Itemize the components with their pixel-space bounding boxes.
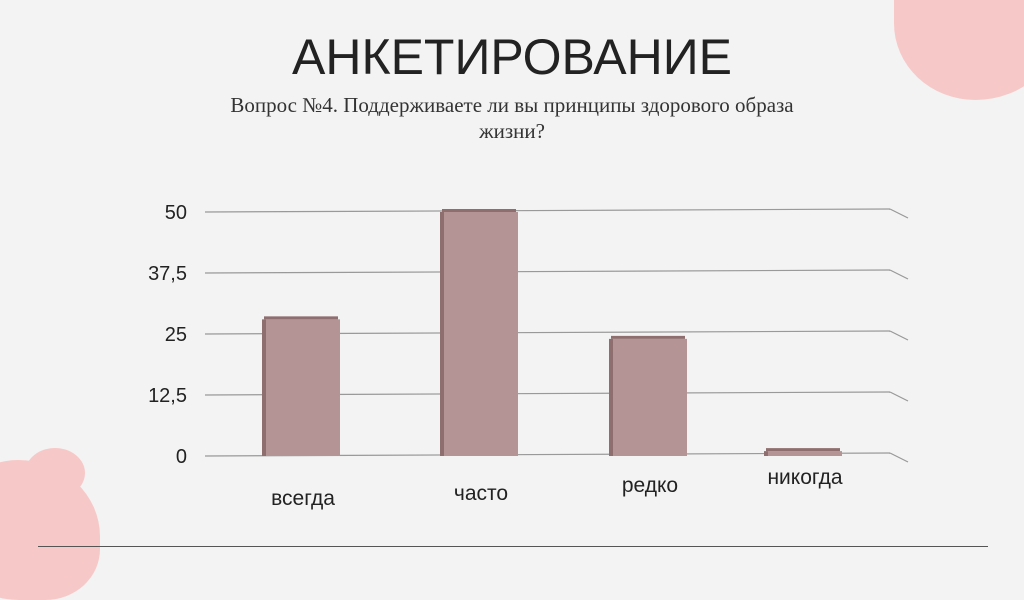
bar: [613, 338, 687, 456]
bar: [266, 319, 340, 456]
x-tick-label: никогда: [767, 466, 842, 489]
bar-side: [440, 212, 444, 456]
x-tick-label: всегда: [271, 487, 335, 510]
decor-blob-bottom-left-small: [25, 448, 85, 498]
bar-top: [766, 448, 840, 452]
x-tick-label: редко: [622, 474, 678, 497]
bar: [768, 451, 842, 456]
bar-side: [764, 451, 768, 456]
divider-line: [38, 546, 988, 547]
y-tick-label: 37,5: [148, 263, 187, 285]
gridline-depth: [889, 391, 909, 402]
y-tick-label: 25: [165, 324, 187, 346]
y-tick-label: 50: [165, 202, 187, 224]
bar: [444, 212, 518, 456]
gridline: [204, 269, 891, 274]
slide-subtitle: Вопрос №4. Поддерживаете ли вы принципы …: [230, 93, 794, 143]
bar-chart: 0 12,5 25 37,5 50 всегда часто редко никогда: [148, 202, 909, 510]
bar-top: [442, 209, 516, 212]
gridline-depth: [889, 452, 909, 463]
gridline-depth: [889, 208, 909, 219]
x-tick-label: часто: [454, 482, 508, 505]
y-tick-label: 12,5: [148, 385, 187, 407]
y-tick-label: 0: [176, 446, 187, 468]
bar-top: [611, 335, 685, 339]
bar-side: [609, 338, 613, 456]
bar-side: [262, 319, 266, 456]
slide-title: АНКЕТИРОВАНИЕ: [292, 29, 732, 85]
gridline: [204, 208, 891, 213]
gridline-depth: [889, 269, 909, 280]
gridline-depth: [889, 330, 909, 341]
bar-top: [264, 316, 338, 320]
